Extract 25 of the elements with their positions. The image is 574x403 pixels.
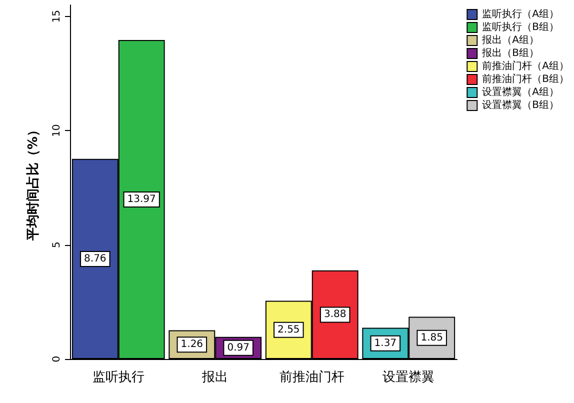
x-tick-label: 监听执行 — [92, 370, 144, 385]
data-label: 1.37 — [374, 338, 397, 349]
legend-label: 报出（A组） — [481, 34, 539, 46]
legend-label: 前推油门杆（A组） — [482, 60, 569, 72]
legend-label: 设置襟翼（B组） — [482, 99, 560, 111]
data-label: 0.97 — [227, 342, 250, 354]
y-tick-label: 10 — [52, 124, 62, 137]
data-label: 2.55 — [278, 324, 300, 336]
x-tick-label: 设置襟翼 — [382, 370, 435, 385]
legend-label: 监听执行（B组） — [482, 21, 560, 33]
data-label: 13.97 — [127, 194, 156, 205]
data-label: 3.88 — [324, 309, 346, 320]
y-tick-label: 0 — [52, 356, 62, 362]
data-label: 1.85 — [420, 332, 443, 344]
y-axis-title: 平均时间占比（%） — [26, 123, 41, 242]
legend-label: 设置襟翼（A组） — [482, 86, 559, 98]
x-tick-label: 报出 — [201, 370, 228, 385]
y-tick-label: 15 — [52, 10, 62, 23]
data-label: 8.76 — [84, 253, 106, 264]
y-tick-label: 5 — [52, 242, 62, 248]
legend-label: 前推油门杆（B组） — [482, 73, 570, 85]
legend-label: 监听执行（A组） — [482, 8, 559, 20]
legend-label: 报出（B组） — [481, 47, 540, 59]
data-label: 1.26 — [180, 339, 204, 350]
x-tick-label: 前推油门杆 — [279, 369, 344, 385]
